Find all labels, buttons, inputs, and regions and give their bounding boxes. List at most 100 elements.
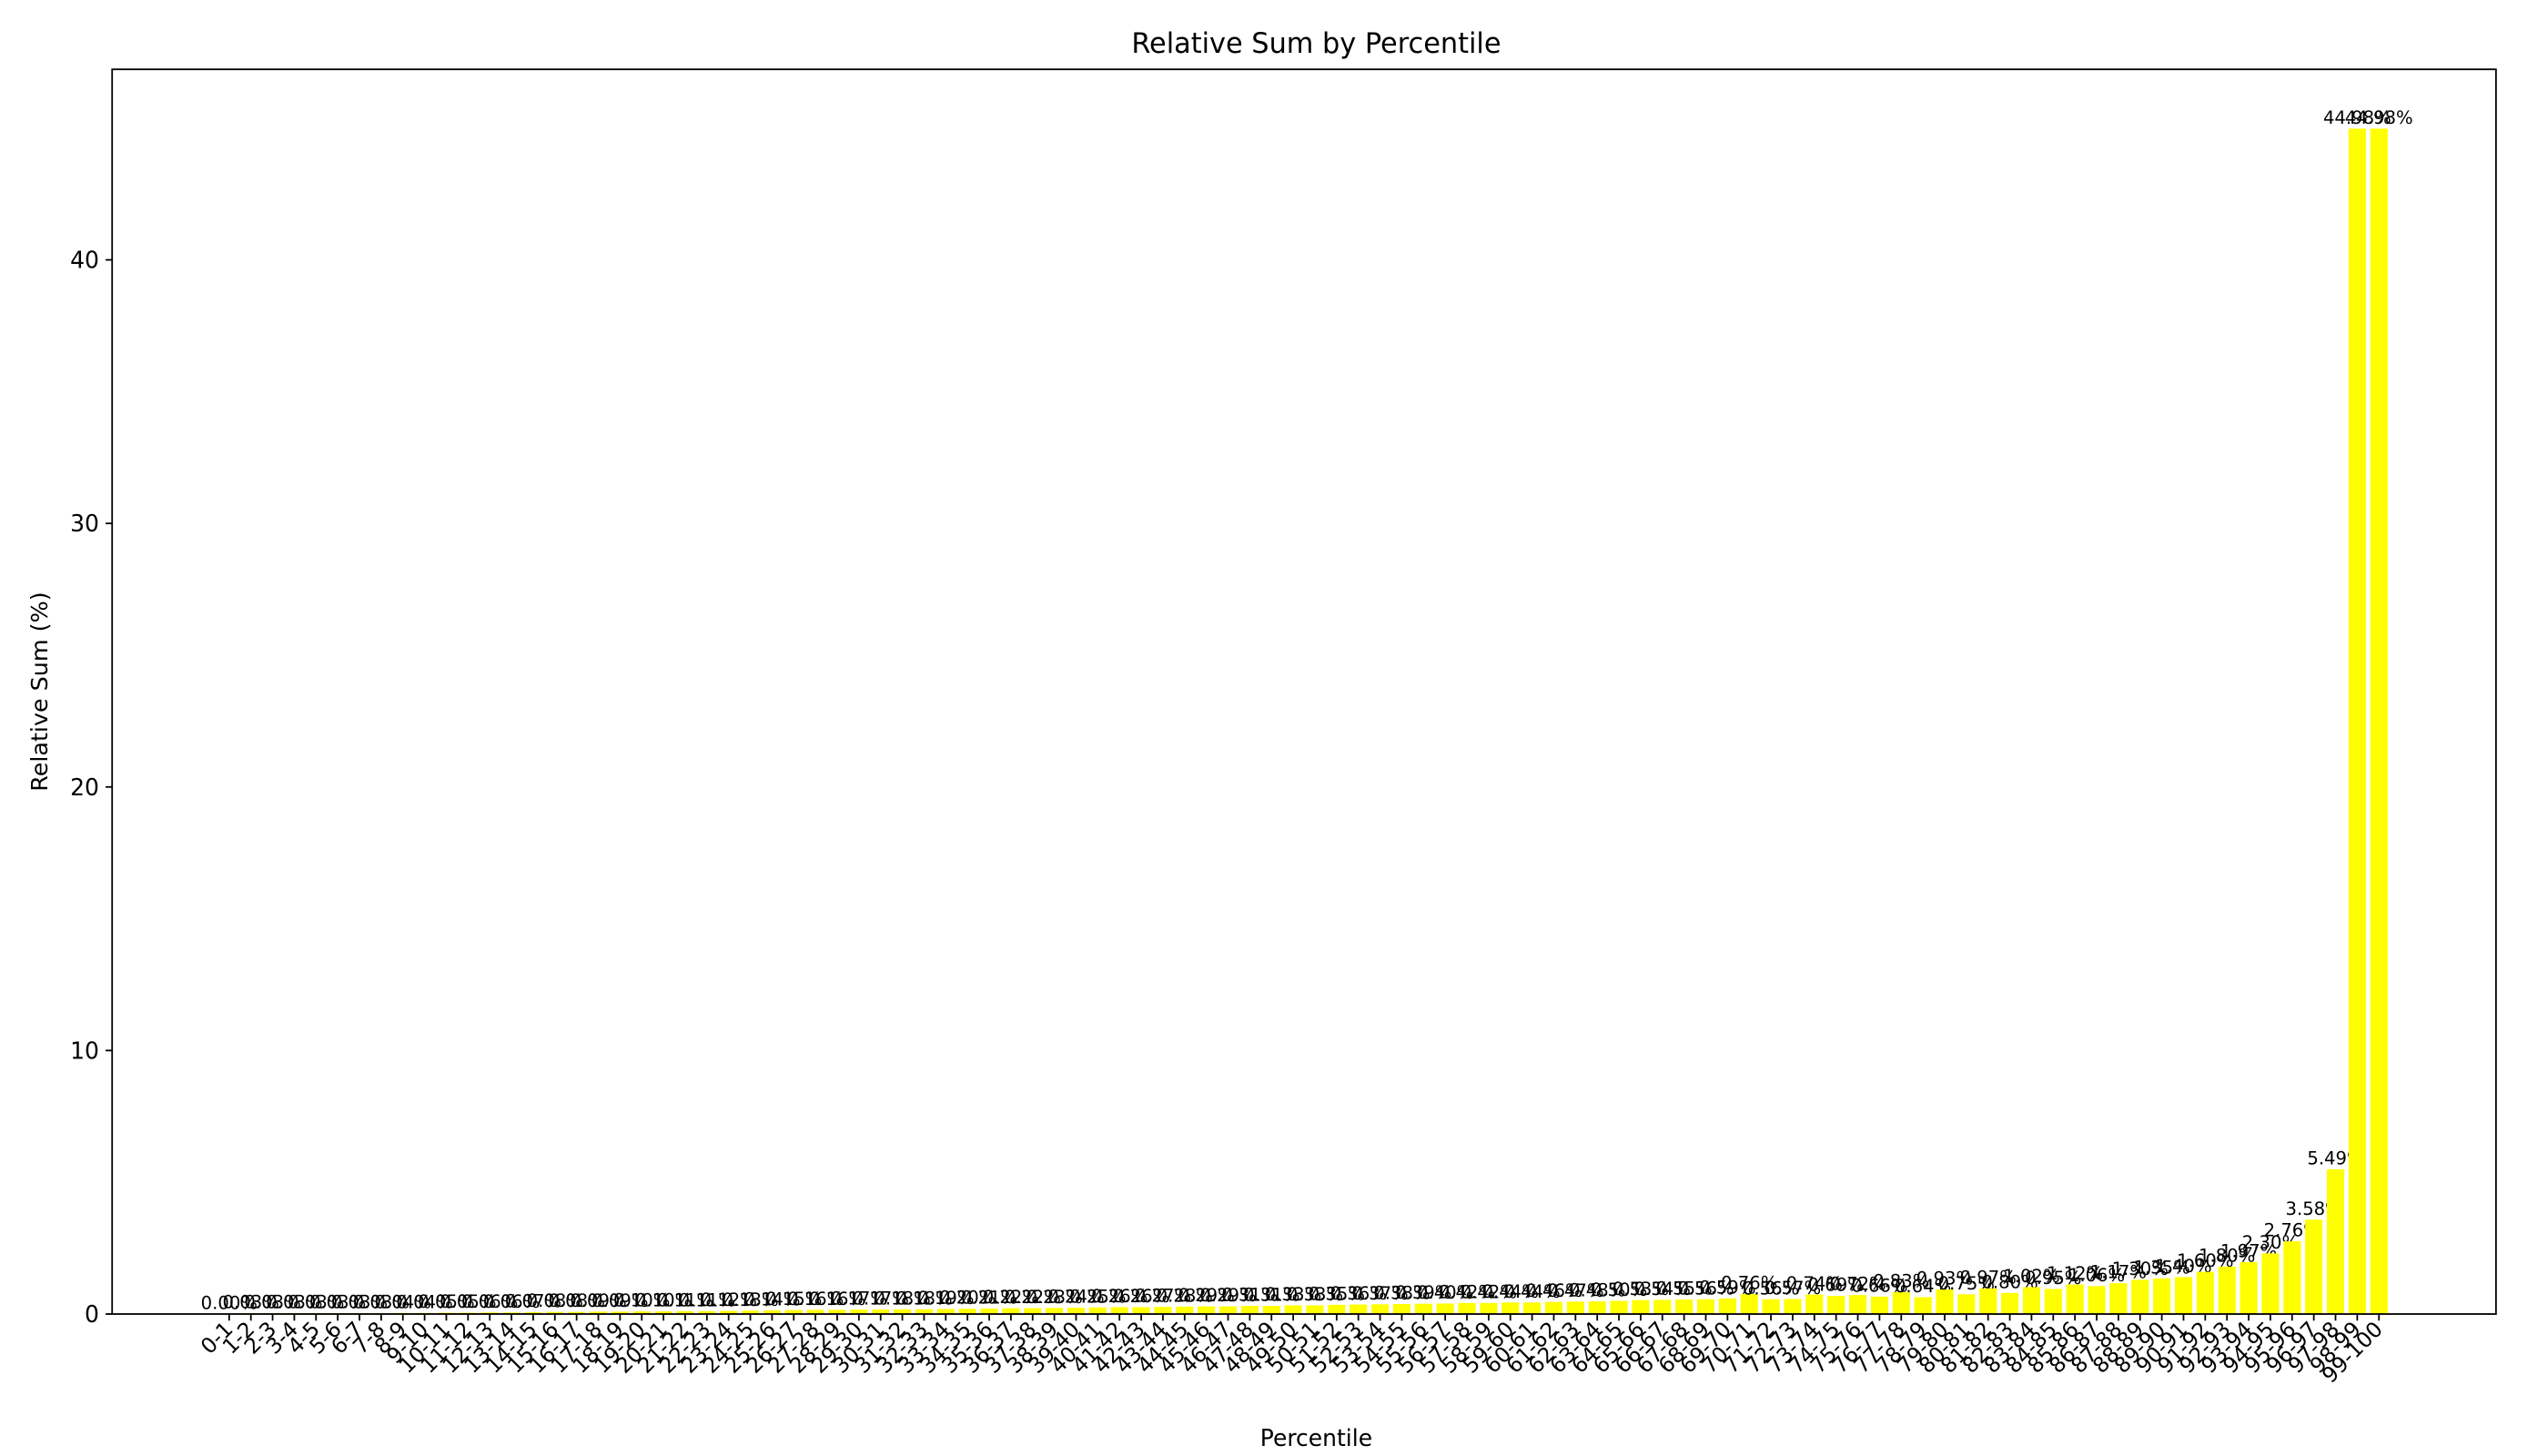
bar <box>1936 1289 1954 1314</box>
plot-area: 0102030400-10.00%1-20.03%2-30.03%3-40.03… <box>70 68 2497 1388</box>
data-label: 44.98% <box>2323 107 2391 128</box>
data-label: 0.09% <box>592 1290 648 1311</box>
y-tick-label: 10 <box>70 1037 99 1064</box>
bar <box>1458 1302 1476 1314</box>
chart-title: Relative Sum by Percentile <box>1131 28 1501 60</box>
bar <box>1588 1301 1606 1314</box>
bar <box>1805 1294 1824 1314</box>
data-label: 0.38% <box>1373 1282 1430 1303</box>
y-axis-label: Relative Sum (%) <box>26 592 53 791</box>
bar <box>1306 1305 1324 1314</box>
bar <box>1110 1307 1128 1314</box>
bar <box>611 1311 629 1314</box>
data-label: 0.13% <box>722 1289 778 1310</box>
data-label: 0.28% <box>1157 1285 1213 1306</box>
bar <box>2044 1289 2062 1314</box>
data-label: 0.42% <box>1461 1281 1517 1302</box>
data-label: 0.66% <box>1851 1275 1907 1296</box>
bar <box>1088 1307 1107 1314</box>
data-label: 0.95% <box>2025 1268 2081 1289</box>
data-label: 1.30% <box>2112 1259 2169 1279</box>
data-label: 0.33% <box>1287 1284 1343 1305</box>
bar <box>1957 1294 1976 1314</box>
bar <box>1502 1302 1520 1314</box>
bar <box>1067 1308 1086 1314</box>
bar <box>1610 1300 1628 1314</box>
bar <box>1328 1304 1346 1314</box>
y-tick-label: 20 <box>70 774 99 801</box>
data-label: 0.47% <box>1547 1280 1603 1301</box>
data-label: 0.16% <box>787 1289 844 1309</box>
bar <box>1544 1301 1563 1314</box>
data-label: 0.40% <box>1417 1282 1473 1303</box>
data-label: 0.29% <box>1178 1285 1234 1306</box>
bar <box>2240 1261 2258 1314</box>
bar <box>654 1311 672 1314</box>
bar <box>2370 128 2388 1314</box>
data-label: 0.08% <box>527 1290 583 1311</box>
bar <box>1176 1306 1194 1314</box>
bar <box>2153 1278 2171 1314</box>
bar <box>2022 1287 2040 1314</box>
bar <box>763 1309 781 1314</box>
data-label: 0.20% <box>939 1288 996 1309</box>
data-label: 0.05% <box>418 1291 474 1312</box>
data-label: 0.23% <box>1026 1287 1082 1308</box>
bar <box>1284 1305 1302 1314</box>
bar <box>2196 1271 2214 1314</box>
data-label: 0.03% <box>309 1292 366 1313</box>
data-label: 0.50% <box>1591 1279 1647 1300</box>
data-label: 0.22% <box>1005 1287 1061 1308</box>
bar <box>524 1311 542 1314</box>
data-label: 0.05% <box>440 1291 496 1312</box>
bar <box>1892 1291 1910 1314</box>
bar <box>720 1310 738 1314</box>
bar <box>2088 1286 2106 1314</box>
bar <box>1480 1302 1498 1314</box>
bar <box>1566 1301 1584 1314</box>
y-tick-label: 30 <box>70 511 99 537</box>
data-label: 0.72% <box>1829 1274 1886 1295</box>
bar <box>1414 1303 1432 1314</box>
data-label: 0.33% <box>1265 1284 1321 1305</box>
bar <box>872 1309 890 1314</box>
bar <box>698 1310 716 1314</box>
bar <box>546 1311 564 1314</box>
data-label: 1.02% <box>2003 1266 2059 1287</box>
data-label: 0.21% <box>961 1287 1017 1308</box>
bar <box>1046 1308 1064 1314</box>
bar <box>1848 1295 1867 1314</box>
data-label: 0.48% <box>1569 1280 1625 1301</box>
data-label: 1.80% <box>2199 1245 2255 1266</box>
bar <box>2001 1292 2019 1314</box>
bar <box>1218 1306 1238 1314</box>
data-label: 0.11% <box>657 1289 713 1310</box>
data-label: 0.26% <box>1091 1286 1148 1307</box>
data-label: 0.10% <box>613 1290 670 1311</box>
data-label: 0.97% <box>1960 1267 2017 1288</box>
data-label: 0.06% <box>461 1291 518 1312</box>
bar <box>894 1309 912 1314</box>
bar <box>1696 1299 1715 1314</box>
bar <box>2305 1219 2323 1314</box>
data-label: 0.06% <box>483 1291 540 1312</box>
bar <box>850 1309 868 1314</box>
bar <box>1350 1304 1368 1314</box>
bar <box>568 1311 586 1314</box>
data-label: 0.36% <box>1330 1283 1387 1304</box>
data-label: 1.40% <box>2155 1256 2211 1277</box>
data-label: 0.46% <box>1525 1280 1582 1301</box>
bar <box>1198 1306 1216 1314</box>
data-label: 0.76% <box>1721 1272 1777 1293</box>
bar <box>2348 128 2366 1314</box>
data-label: 0.31% <box>1243 1284 1299 1305</box>
bar <box>828 1309 846 1314</box>
data-label: 0.19% <box>917 1288 974 1309</box>
x-axis-label: Percentile <box>1260 1425 1372 1451</box>
bar <box>1154 1307 1172 1314</box>
bar <box>1914 1297 1932 1314</box>
data-label: 0.03% <box>244 1292 300 1313</box>
data-label: 0.03% <box>266 1292 322 1313</box>
data-label: 1.60% <box>2177 1250 2233 1271</box>
